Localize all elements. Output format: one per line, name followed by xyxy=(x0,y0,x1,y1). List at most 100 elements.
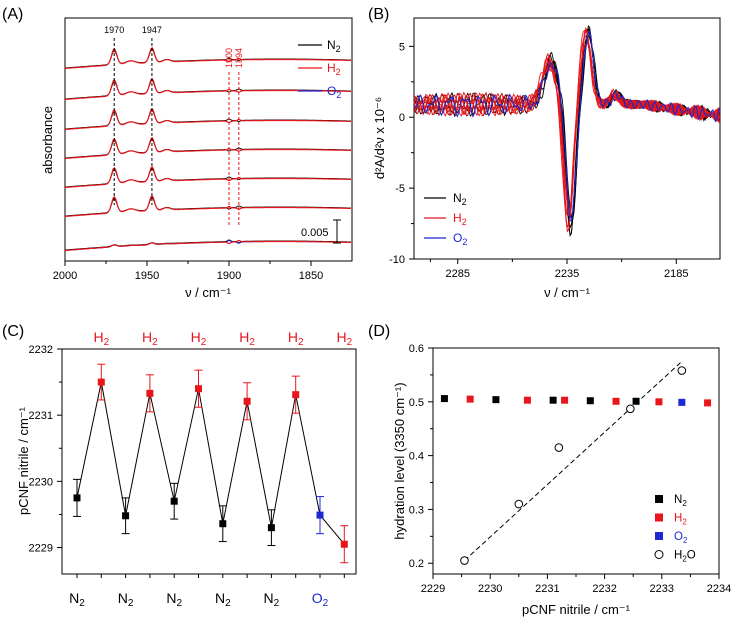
panel-c-top-label: H2 xyxy=(191,329,207,348)
panel-a-trace-h2 xyxy=(64,136,351,160)
panel-d-square-point xyxy=(466,395,474,403)
panel-a-trace-h2 xyxy=(64,77,351,101)
panel-d-legend-label: H2O xyxy=(674,550,696,564)
panel-c-top-label: H2 xyxy=(288,329,304,348)
panel-c-point xyxy=(316,511,324,519)
panel-a-trace-h2 xyxy=(64,239,351,252)
panel-a-trace-n2 xyxy=(64,109,351,130)
panel-d-xlabel: pCNF nitrile / cm⁻¹ xyxy=(522,602,631,617)
panel-c-point xyxy=(170,497,178,505)
panel-b-ytick-label: -5 xyxy=(395,183,405,195)
panel-a-trace-h2 xyxy=(64,194,351,218)
panel-c-bottom-label: O2 xyxy=(312,590,329,609)
panel-c-bottom-label: N2 xyxy=(118,590,134,609)
panel-d-legend-marker xyxy=(655,513,663,522)
panel-b-trace-h2 xyxy=(413,29,721,233)
panel-c-ytick-label: 2232 xyxy=(29,344,53,356)
panel-d-square-point xyxy=(704,399,712,407)
panel-a-h2-peak-label: 1900 xyxy=(224,48,234,68)
panel-c-ytick-label: 2231 xyxy=(29,410,53,422)
panel-d-legend-label: N2 xyxy=(674,494,687,508)
panel-d-legend-label: O2 xyxy=(674,531,688,545)
panel-a-trace-h2 xyxy=(64,46,351,70)
panel-d-legend-marker xyxy=(655,495,663,503)
panel-d-legend-marker xyxy=(654,550,664,559)
panel-c-ytick-label: 2229 xyxy=(29,543,53,555)
panel-a-h2-peak-label: 1894 xyxy=(234,48,244,68)
panel-b-ylabel: d²A/d²ν x 10⁻⁶ xyxy=(372,97,387,179)
panel-a-xtick-label: 1900 xyxy=(217,270,241,282)
panel-a-peak-label: 1970 xyxy=(104,25,124,35)
panel-d-xtick-label: 2231 xyxy=(535,583,559,595)
panel-c-point xyxy=(146,389,154,397)
panel-b-legend-label: H2 xyxy=(453,211,467,227)
panel-d-circle-point xyxy=(554,443,564,452)
panel-d-circle-point xyxy=(626,404,635,414)
panel-c-point xyxy=(195,385,202,393)
panel-d-legend-label: H2 xyxy=(674,513,687,527)
panel-d-square-point xyxy=(612,397,620,405)
panel-c-line xyxy=(76,381,345,545)
panel-label-d: (D) xyxy=(368,323,390,340)
panel-c-bottom-label: N2 xyxy=(264,590,280,609)
panel-a-trace-n2 xyxy=(64,196,351,217)
panel-d-ytick-label: 0.4 xyxy=(409,451,424,463)
panel-d-plot: hydration level (3350 cm⁻¹) pCNF nitrile… xyxy=(392,343,731,617)
panel-d-square-point xyxy=(440,395,448,403)
panel-b-xtick-label: 2185 xyxy=(664,268,688,280)
panel-b-xlabel: ν / cm⁻¹ xyxy=(544,285,591,300)
panel-a-trace-h2 xyxy=(64,107,351,131)
panel-d-circle-point xyxy=(514,499,524,509)
panel-d-xtick-label: 2230 xyxy=(478,583,502,595)
panel-d-square-point xyxy=(632,397,640,405)
panel-d-xtick-label: 2234 xyxy=(707,583,731,595)
panel-b-ytick-label: 5 xyxy=(399,41,405,53)
panel-c-bottom-label: N2 xyxy=(166,590,182,609)
panel-c-point xyxy=(243,397,251,405)
panel-c-point xyxy=(97,378,105,386)
panel-d-xtick-label: 2229 xyxy=(421,583,445,595)
panel-label-b: (B) xyxy=(368,6,389,23)
panel-d-ytick-label: 0.2 xyxy=(409,558,424,570)
panel-d-xtick-label: 2233 xyxy=(650,583,674,595)
panel-c-point xyxy=(340,540,348,548)
panel-c-ylabel: pCNF nitrile / cm⁻¹ xyxy=(16,406,31,515)
panel-a-trace-n2 xyxy=(64,167,351,188)
panel-a-ylabel: absorbance xyxy=(40,106,55,174)
panel-c-point xyxy=(73,494,81,502)
panel-d-ytick-label: 0.6 xyxy=(409,343,424,355)
panel-d-legend-marker xyxy=(655,532,663,540)
panel-d-square-point xyxy=(561,396,569,404)
panel-b-xtick-label: 2235 xyxy=(555,268,579,280)
panel-b-ytick-label: 0 xyxy=(399,112,405,124)
panel-c-point xyxy=(292,391,300,399)
panel-c-point xyxy=(267,524,275,532)
panel-c-bottom-label: N2 xyxy=(69,590,85,609)
panel-a-peak-label: 1947 xyxy=(142,25,162,35)
panel-b-ytick-label: -10 xyxy=(389,254,405,266)
panel-b-xtick-label: 2285 xyxy=(445,268,469,280)
panel-label-a: (A) xyxy=(2,6,23,23)
panel-d-fit-line xyxy=(464,361,683,561)
panel-d-square-point xyxy=(655,398,663,406)
panel-c-frame xyxy=(61,348,357,575)
panel-a-trace-n2 xyxy=(64,79,351,100)
panel-c-point xyxy=(219,520,227,528)
panel-c-top-label: H2 xyxy=(336,329,352,348)
panel-d-ylabel: hydration level (3350 cm⁻¹) xyxy=(392,382,407,539)
panel-d-square-point xyxy=(492,396,500,404)
panel-d-circle-point xyxy=(460,556,469,565)
panel-c-ytick-label: 2230 xyxy=(29,476,53,488)
panel-a-frame xyxy=(64,17,353,262)
panel-d-ytick-label: 0.5 xyxy=(409,397,424,409)
panel-d-square-point xyxy=(523,396,531,404)
panel-a-scale-label: 0.005 xyxy=(301,227,329,239)
panel-d-ytick-label: 0.3 xyxy=(409,504,424,516)
panel-a-xtick-label: 1950 xyxy=(135,270,159,282)
panel-c-bottom-label: N2 xyxy=(215,590,231,609)
panel-a-legend-label: H2 xyxy=(327,61,341,77)
panel-d-xtick-label: 2232 xyxy=(592,583,616,595)
panel-a-legend-label: O2 xyxy=(327,84,341,100)
panel-b-legend-label: O2 xyxy=(453,231,467,247)
